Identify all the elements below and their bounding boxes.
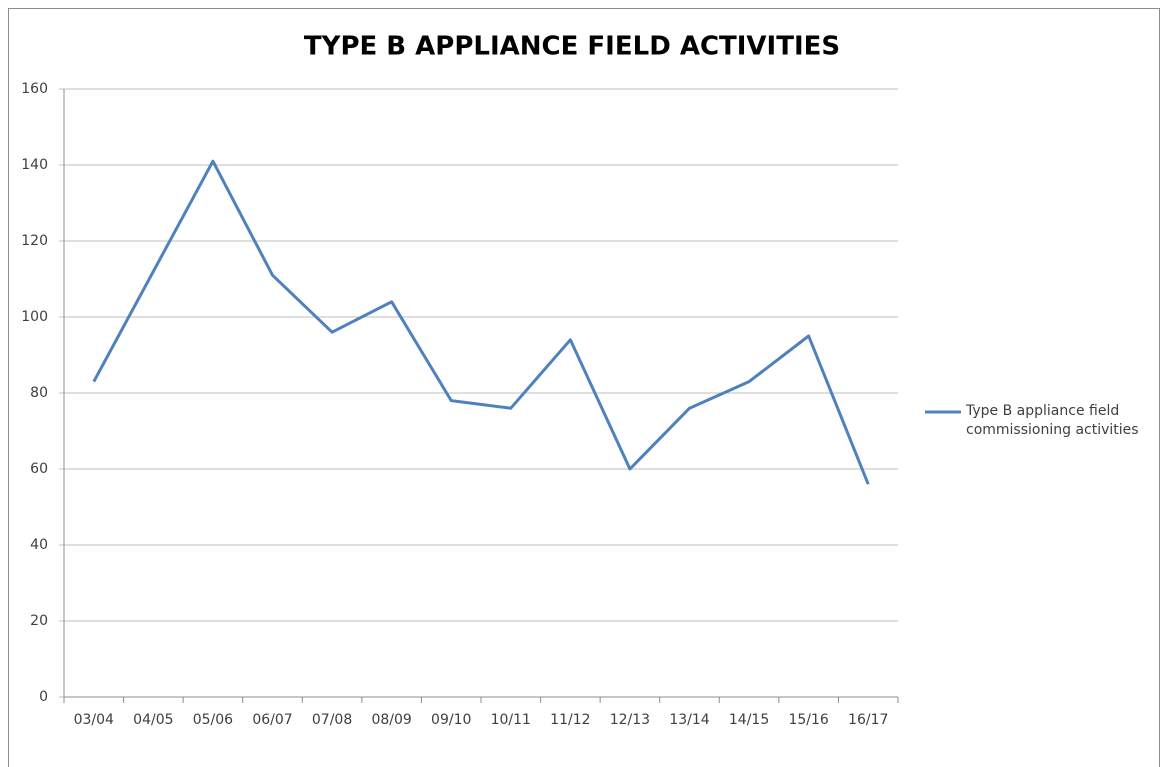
y-tick-label: 60: [30, 461, 48, 477]
legend-label: Type B appliance field commissioning act…: [966, 403, 1139, 438]
y-tick-label: 100: [21, 309, 48, 325]
y-tick-label: 140: [21, 157, 48, 173]
x-tick-label: 16/17: [848, 712, 888, 728]
y-tick-label: 160: [21, 81, 48, 97]
x-tick-label: 15/16: [788, 712, 828, 728]
y-tick-label: 0: [39, 689, 48, 705]
x-tick-label: 09/10: [431, 712, 471, 728]
y-tick-label: 120: [21, 233, 48, 249]
x-tick-label: 08/09: [371, 712, 411, 728]
x-tick-label: 05/06: [193, 712, 233, 728]
x-tick-label: 03/04: [74, 712, 114, 728]
x-tick-label: 06/07: [252, 712, 292, 728]
data-line: [92, 159, 870, 485]
x-tick-label: 13/14: [669, 712, 709, 728]
x-tick-label: 04/05: [133, 712, 173, 728]
x-tick-label: 10/11: [491, 712, 531, 728]
x-tick-label: 12/13: [610, 712, 650, 728]
y-tick-label: 80: [30, 385, 48, 401]
y-tick-label: 40: [30, 537, 48, 553]
chart-title: TYPE B APPLIANCE FIELD ACTIVITIES: [304, 32, 840, 62]
x-tick-label: 07/08: [312, 712, 352, 728]
chart-border: [8, 8, 1160, 767]
y-tick-label: 20: [30, 613, 48, 629]
x-tick-label: 14/15: [729, 712, 769, 728]
x-tick-label: 11/12: [550, 712, 590, 728]
